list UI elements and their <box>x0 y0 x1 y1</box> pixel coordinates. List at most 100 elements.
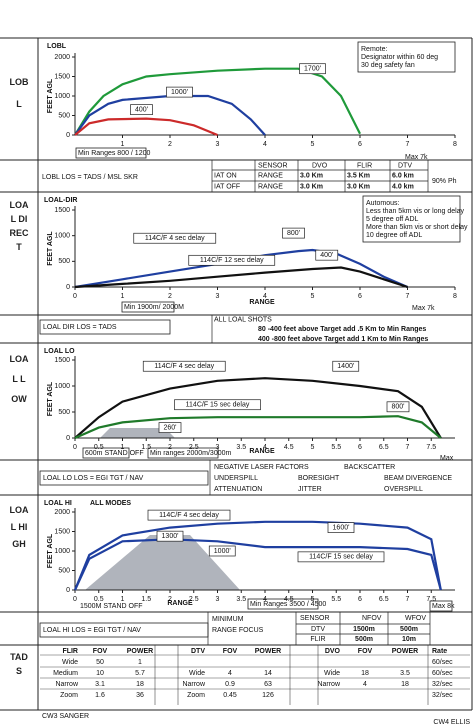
label: DVO <box>325 648 341 655</box>
y-axis-label: FEET AGL <box>47 381 54 416</box>
label: 3.5 Km <box>347 172 370 179</box>
label: Zoom <box>187 692 205 699</box>
x-tick-label: 6 <box>358 596 362 603</box>
y-tick-label: 1000 <box>54 93 70 100</box>
x-tick-label: 2.5 <box>189 596 199 603</box>
min-label: Min Ranges 3500 / 4500 <box>250 601 326 608</box>
note: Designator within 60 deg <box>361 54 438 61</box>
label: RANGE FOCUS <box>212 627 264 634</box>
max-label: Max 7k <box>412 305 435 312</box>
label: DVO <box>312 162 328 169</box>
curve-label-box <box>386 401 410 413</box>
x-tick-label: 0 <box>73 293 77 300</box>
x-tick-label: 5 <box>311 444 315 451</box>
note: Remote: <box>361 46 388 53</box>
label: 3.5 <box>400 670 410 677</box>
x-tick-label: 4 <box>263 444 267 451</box>
y-axis-label: FEET AGL <box>47 231 54 266</box>
label: 18 <box>136 681 144 688</box>
y-tick-label: 1000 <box>54 233 70 240</box>
label: FLIR <box>357 162 372 169</box>
label: FOV <box>93 648 108 655</box>
chart-subtitle: ALL MODES <box>90 500 131 507</box>
standoff-label: 1500M STAND OFF <box>80 603 143 610</box>
label: NFOV <box>362 615 382 622</box>
label: 1.6 <box>95 692 105 699</box>
y-tick-label: 0 <box>66 284 70 291</box>
max-label: Max 8k <box>432 603 455 610</box>
max-box <box>429 600 453 612</box>
y-tick-label: 2000 <box>54 54 70 61</box>
curve-label: 114C/F 4 sec delay <box>154 363 214 370</box>
curve-label-box <box>158 422 182 433</box>
chart-title: LOBL <box>47 43 67 50</box>
x-tick-label: 7 <box>406 596 410 603</box>
x-tick-label: 7 <box>406 444 410 451</box>
label: DTV <box>398 162 412 169</box>
label: LOAL DIR LOS = TADS <box>43 324 117 331</box>
label: 1500m <box>353 626 375 633</box>
note: 30 deg safety fan <box>361 62 415 69</box>
side-label: TADS <box>10 651 28 676</box>
curve-label-box <box>299 63 326 75</box>
label: 18 <box>401 681 409 688</box>
x-tick-label: 4 <box>263 293 267 300</box>
curve-label: 1600' <box>333 524 350 531</box>
label: Wide <box>62 659 78 666</box>
x-tick-label: 0 <box>73 596 77 603</box>
side-label: LOAL DIRECT <box>9 199 29 252</box>
x-tick-label: 2 <box>168 444 172 451</box>
x-tick-label: 0 <box>73 444 77 451</box>
min-box <box>121 301 175 313</box>
curve-label-box <box>166 86 193 98</box>
label: 3.0 Km <box>347 183 370 190</box>
curve-label-box <box>133 232 217 244</box>
label: FOV <box>223 648 238 655</box>
label: 10m <box>402 636 416 643</box>
label: Zoom <box>60 692 78 699</box>
curve-label: 800' <box>391 404 404 411</box>
curve-label-box <box>282 227 305 239</box>
label: 50 <box>96 659 104 666</box>
label: CW4 ELLIS <box>433 719 470 726</box>
label: RANGE <box>258 172 283 179</box>
label: MINIMUM <box>212 616 244 623</box>
x-axis-label: RANGE <box>167 600 193 607</box>
y-tick-label: 500 <box>58 112 70 119</box>
curve-label: 1400' <box>337 363 354 370</box>
label: POWER <box>392 648 418 655</box>
label: SENSOR <box>258 162 288 169</box>
curve <box>73 520 442 591</box>
curve-label: 260' <box>163 424 176 431</box>
curve <box>74 377 442 439</box>
y-axis-label: FEET AGL <box>47 78 54 113</box>
standoff-label: 600m STAND OFF <box>85 450 144 457</box>
label: 6.0 km <box>392 172 414 179</box>
label: 5.7 <box>135 670 145 677</box>
label: Medium <box>53 670 78 677</box>
x-tick-label: 5 <box>311 293 315 300</box>
label: 3.1 <box>95 681 105 688</box>
x-tick-label: 0.5 <box>94 444 104 451</box>
x-tick-label: 4 <box>263 141 267 148</box>
x-tick-label: 3 <box>216 596 220 603</box>
x-tick-label: 8 <box>453 293 457 300</box>
curve-label: 1000' <box>214 548 231 555</box>
label: SENSOR <box>300 615 330 622</box>
y-tick-label: 0 <box>66 132 70 139</box>
y-tick-label: 1000 <box>54 383 70 390</box>
curve-label: 114C/F 15 sec delay <box>309 554 373 561</box>
side-label: LOAL LOW <box>9 354 29 404</box>
y-tick-label: 2000 <box>54 509 70 516</box>
label: Narrow <box>55 681 79 688</box>
curve-label-box <box>297 551 385 563</box>
label: POWER <box>127 648 153 655</box>
x-tick-label: 7 <box>406 293 410 300</box>
x-tick-label: 6 <box>358 293 362 300</box>
min-label: Min 1900m/ 2000M <box>124 304 184 311</box>
x-tick-label: 1 <box>121 444 125 451</box>
note: More than 5km vis or short delay <box>366 224 468 231</box>
label: 36 <box>136 692 144 699</box>
min-label: Min Ranges 800 / 1200 <box>78 150 150 157</box>
